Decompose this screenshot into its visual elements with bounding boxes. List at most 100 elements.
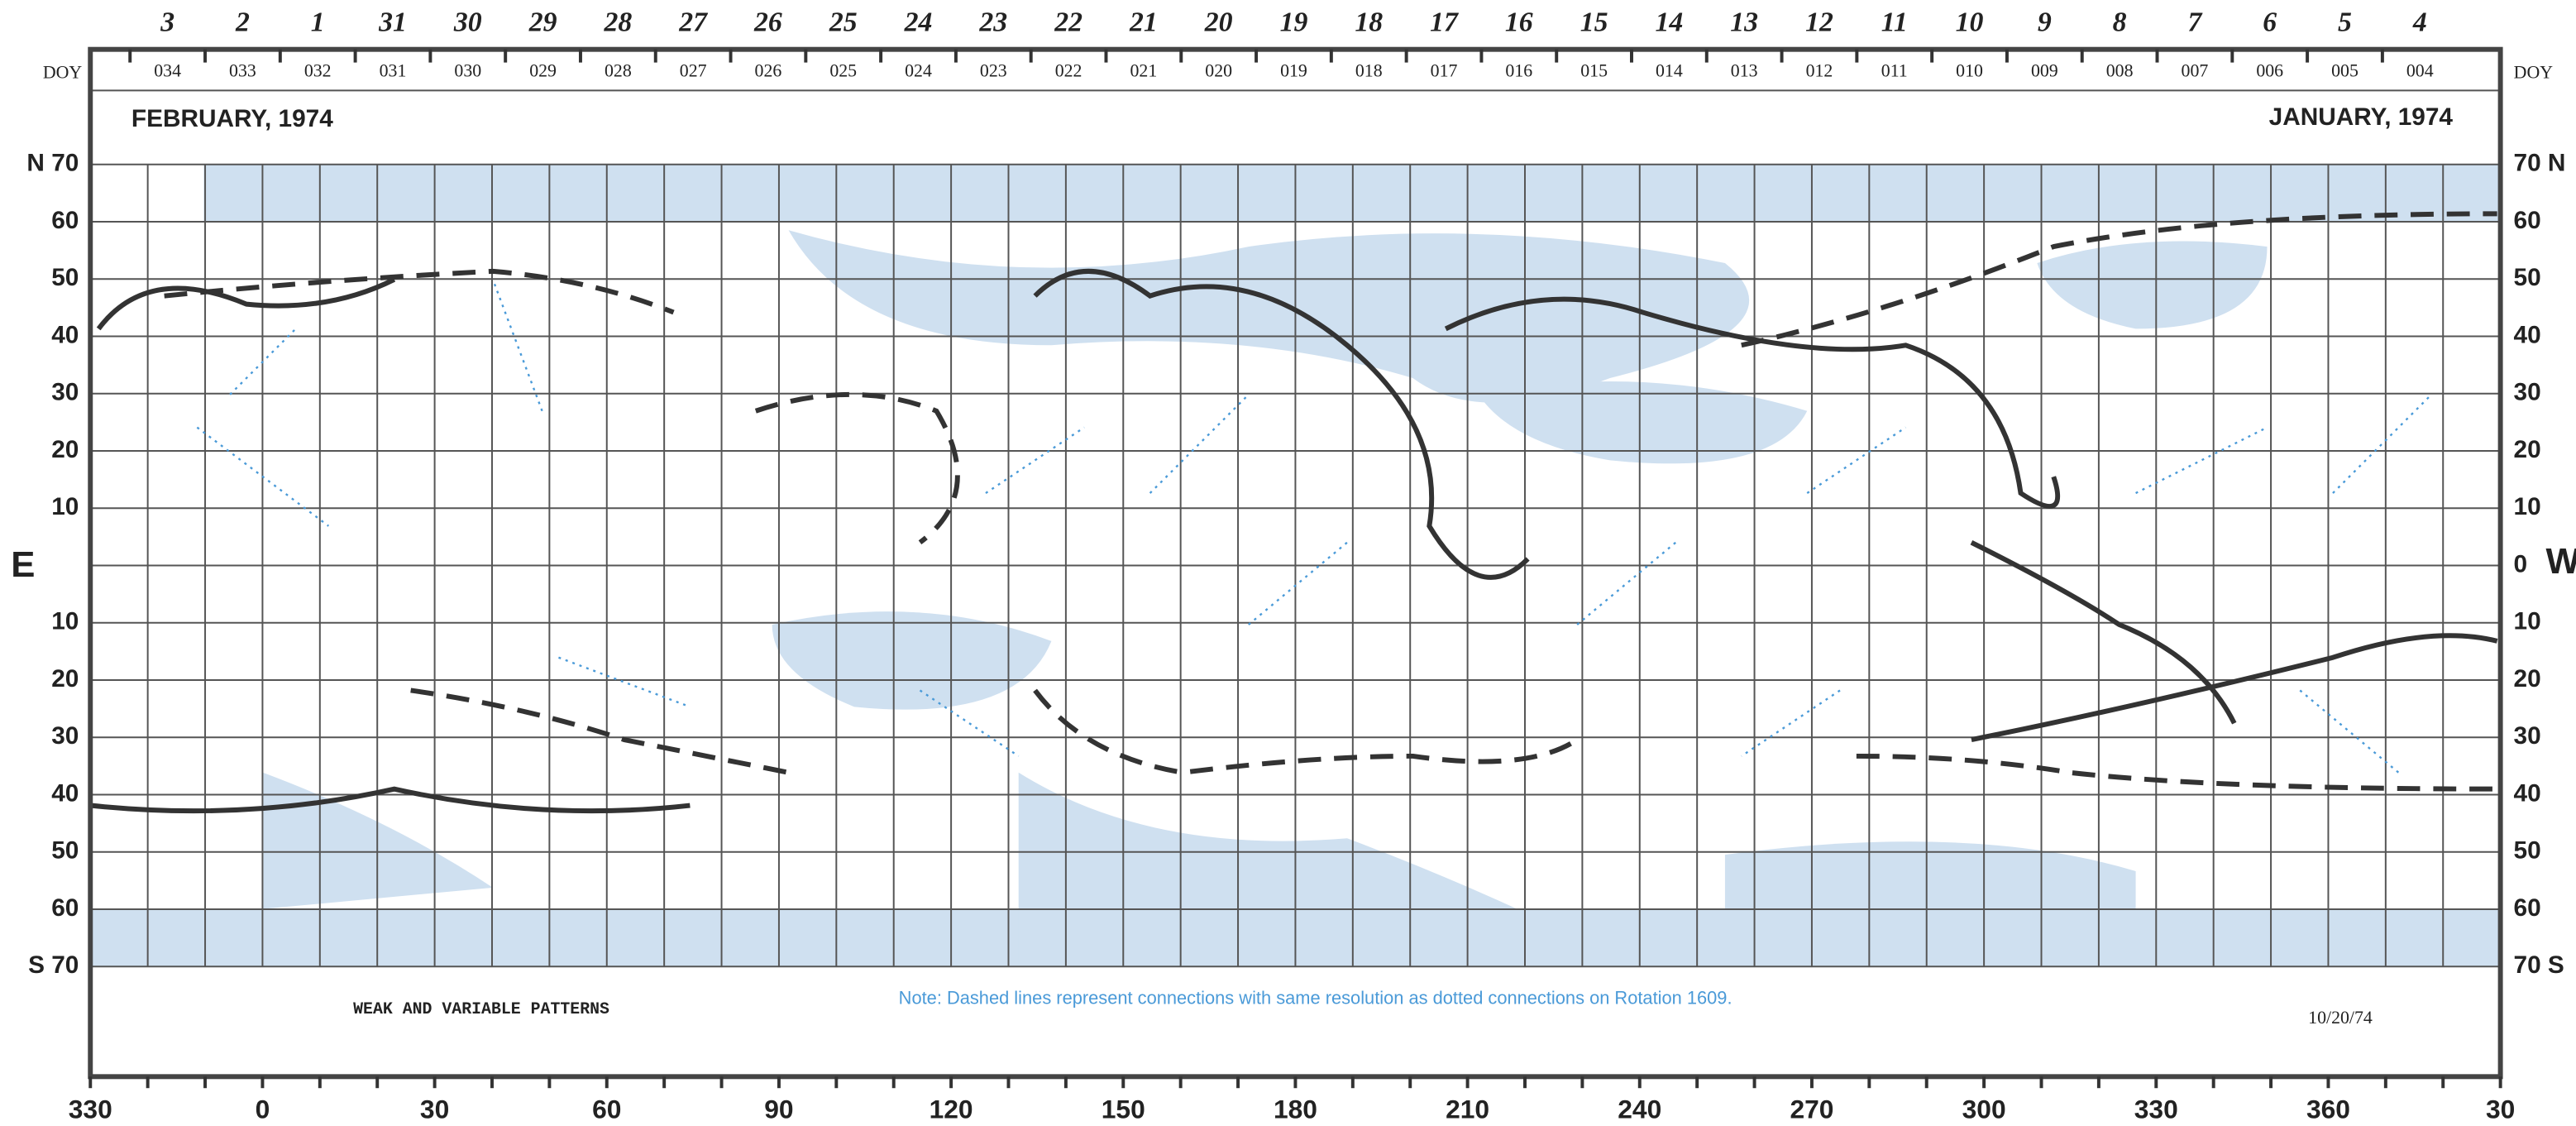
date-label: 17 (1430, 7, 1459, 38)
date-label: 16 (1505, 7, 1533, 38)
doy-value: 016 (1505, 61, 1532, 81)
latitude-label: 10 (51, 608, 79, 635)
date-label: 6 (2263, 7, 2277, 38)
longitude-label: 330 (69, 1094, 112, 1124)
doy-value: 015 (1580, 61, 1608, 81)
latitude-label: 50 (51, 837, 79, 865)
latitude-label: 60 (2514, 207, 2541, 234)
longitude-label: 30 (420, 1094, 449, 1124)
grid (90, 90, 2500, 966)
doy-value: 004 (2406, 61, 2434, 81)
longitude-label: 0 (256, 1094, 270, 1124)
date-label: 12 (1805, 7, 1833, 38)
latitude-label: 40 (51, 321, 79, 348)
date-label: 18 (1355, 7, 1383, 38)
footer-left: WEAK AND VARIABLE PATTERNS (353, 999, 609, 1018)
doy-value: 017 (1431, 61, 1458, 81)
date-label: 29 (528, 7, 557, 38)
latitude-label: 30 (2514, 379, 2541, 406)
date-label: 4 (2412, 7, 2427, 38)
doy-label: DOY (2514, 63, 2554, 83)
latitude-label: 10 (51, 493, 79, 520)
doy-value: 032 (304, 61, 332, 81)
latitude-label: 20 (2514, 436, 2541, 463)
doy-value: 025 (829, 61, 857, 81)
doy-value: 014 (1656, 61, 1683, 81)
date-label: 26 (753, 7, 782, 38)
longitude-label: 210 (1446, 1094, 1489, 1124)
east-label: E (11, 544, 35, 585)
date-label: 31 (378, 7, 407, 38)
latitude-label: 40 (2514, 321, 2541, 348)
west-label: W (2545, 541, 2576, 582)
longitude-label: 360 (2306, 1094, 2350, 1124)
date-label: 11 (1881, 7, 1908, 38)
footer-date: 10/20/74 (2308, 1008, 2373, 1028)
date-label: 23 (978, 7, 1007, 38)
longitude-label: 150 (1102, 1094, 1145, 1124)
longitude-label: 240 (1618, 1094, 1661, 1124)
longitude-label: 270 (1790, 1094, 1833, 1124)
longitude-label: 330 (2134, 1094, 2178, 1124)
date-label: 5 (2338, 7, 2352, 38)
latitude-label: 70 S (2514, 951, 2564, 979)
doy-value: 029 (529, 61, 557, 81)
date-label: 20 (1204, 7, 1233, 38)
date-label: 9 (2038, 7, 2052, 38)
date-label: 22 (1054, 7, 1082, 38)
month-label: JANUARY, 1974 (2269, 103, 2454, 131)
latitude-label: 40 (2514, 779, 2541, 807)
date-label: 3 (160, 7, 174, 38)
date-label: 1 (311, 7, 325, 38)
latitude-label: 60 (51, 894, 79, 922)
doy-value: 026 (755, 61, 782, 81)
doy-value: 013 (1731, 61, 1758, 81)
latitude-label: 60 (2514, 894, 2541, 922)
latitude-label: S 70 (28, 951, 79, 979)
longitude-label: 30 (2486, 1094, 2515, 1124)
date-label: 28 (603, 7, 632, 38)
doy-value: 010 (1956, 61, 1983, 81)
footer-note: Note: Dashed lines represent connections… (899, 988, 1732, 1009)
date-label: 10 (1956, 7, 1984, 38)
doy-value: 021 (1130, 61, 1157, 81)
latitude-label: 50 (2514, 837, 2541, 865)
doy-value: 022 (1055, 61, 1082, 81)
date-label: 27 (678, 7, 708, 38)
month-label: FEBRUARY, 1974 (131, 105, 333, 132)
latitude-label: 30 (2514, 722, 2541, 750)
date-label: 13 (1730, 7, 1758, 38)
doy-value: 007 (2182, 61, 2209, 81)
doy-value: 034 (154, 61, 181, 81)
doy-value: 028 (605, 61, 632, 81)
date-label: 19 (1280, 7, 1308, 38)
latitude-label: 10 (2514, 608, 2541, 635)
latitude-label: 50 (51, 264, 79, 291)
date-label: 14 (1656, 7, 1684, 38)
doy-value: 027 (680, 61, 707, 81)
date-label: 7 (2187, 7, 2202, 38)
doy-label: DOY (43, 63, 83, 83)
latitude-label: 20 (2514, 665, 2541, 692)
latitude-label: 70 N (2514, 150, 2566, 177)
doy-value: 020 (1205, 61, 1232, 81)
latitude-label: 50 (2514, 264, 2541, 291)
latitude-label: 20 (51, 436, 79, 463)
doy-value: 006 (2256, 61, 2283, 81)
doy-value: 033 (229, 61, 256, 81)
synoptic-map: DOY DOY FEBRUARY, 1974 JANUARY, 1974 E W… (0, 0, 2576, 1126)
doy-value: 009 (2031, 61, 2058, 81)
latitude-label: 20 (51, 665, 79, 692)
date-label: 24 (904, 7, 933, 38)
doy-value: 012 (1806, 61, 1833, 81)
latitude-label: 40 (51, 779, 79, 807)
date-label: 15 (1580, 7, 1608, 38)
doy-value: 019 (1280, 61, 1307, 81)
longitude-label: 120 (930, 1094, 973, 1124)
doy-value: 005 (2331, 61, 2359, 81)
date-label: 30 (453, 7, 482, 38)
latitude-label: 10 (2514, 493, 2541, 520)
longitude-label: 90 (764, 1094, 793, 1124)
date-label: 21 (1129, 7, 1158, 38)
date-label: 2 (235, 7, 250, 38)
